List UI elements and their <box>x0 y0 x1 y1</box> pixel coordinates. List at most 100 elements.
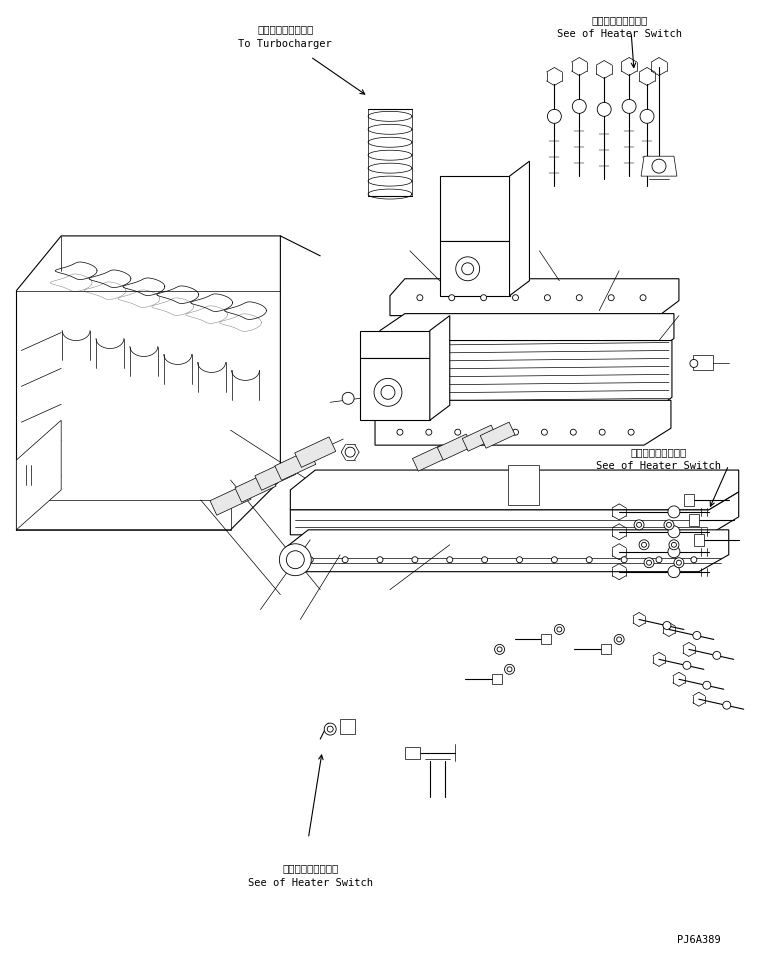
Circle shape <box>280 544 311 576</box>
Polygon shape <box>641 156 677 176</box>
Polygon shape <box>694 533 704 546</box>
Circle shape <box>576 294 582 301</box>
Polygon shape <box>375 401 671 445</box>
Circle shape <box>668 526 680 538</box>
Circle shape <box>344 723 350 729</box>
Circle shape <box>666 523 672 528</box>
Circle shape <box>552 557 558 562</box>
Circle shape <box>426 429 432 436</box>
Circle shape <box>690 359 698 368</box>
Circle shape <box>599 429 605 436</box>
Polygon shape <box>405 747 420 759</box>
Text: See of Heater Switch: See of Heater Switch <box>597 461 721 471</box>
Circle shape <box>397 429 403 436</box>
Circle shape <box>656 557 662 562</box>
Circle shape <box>447 557 453 562</box>
Circle shape <box>668 546 680 558</box>
Polygon shape <box>542 634 552 645</box>
Circle shape <box>617 637 622 642</box>
Circle shape <box>640 294 646 301</box>
Polygon shape <box>462 425 497 451</box>
Circle shape <box>652 159 666 173</box>
Polygon shape <box>510 162 529 295</box>
Polygon shape <box>360 330 430 358</box>
Circle shape <box>374 378 402 407</box>
Circle shape <box>345 447 355 457</box>
Circle shape <box>608 294 614 301</box>
Circle shape <box>668 506 680 518</box>
Text: To Turbocharger: To Turbocharger <box>238 39 332 48</box>
Circle shape <box>586 557 592 562</box>
Polygon shape <box>378 341 672 415</box>
Circle shape <box>516 557 523 562</box>
Polygon shape <box>413 445 447 471</box>
Circle shape <box>484 429 490 436</box>
Text: ターボチャージャヘ: ターボチャージャヘ <box>257 24 313 35</box>
Polygon shape <box>340 719 355 734</box>
Polygon shape <box>235 471 276 502</box>
Circle shape <box>342 557 348 562</box>
Circle shape <box>676 560 681 565</box>
Polygon shape <box>390 279 679 316</box>
Polygon shape <box>481 422 515 448</box>
Circle shape <box>456 257 480 281</box>
Polygon shape <box>255 460 296 490</box>
Polygon shape <box>290 470 739 510</box>
Circle shape <box>639 540 649 550</box>
Polygon shape <box>689 514 699 526</box>
Circle shape <box>342 392 354 405</box>
Polygon shape <box>440 241 510 295</box>
Circle shape <box>377 557 383 562</box>
Polygon shape <box>601 645 611 654</box>
Circle shape <box>672 542 676 547</box>
Text: ヒータスイッチ参照: ヒータスイッチ参照 <box>282 863 338 873</box>
Circle shape <box>570 429 576 436</box>
Circle shape <box>381 385 395 400</box>
Circle shape <box>640 109 654 123</box>
Circle shape <box>286 551 304 568</box>
Polygon shape <box>507 465 539 505</box>
Circle shape <box>723 701 730 710</box>
Text: See of Heater Switch: See of Heater Switch <box>557 29 681 39</box>
Circle shape <box>481 294 487 301</box>
Circle shape <box>557 627 562 632</box>
Circle shape <box>683 661 691 669</box>
Polygon shape <box>440 176 510 241</box>
Polygon shape <box>491 675 501 684</box>
Circle shape <box>504 664 514 675</box>
Polygon shape <box>285 529 729 572</box>
Polygon shape <box>693 355 713 371</box>
Polygon shape <box>210 485 251 515</box>
Circle shape <box>693 631 701 640</box>
Polygon shape <box>437 434 472 460</box>
Circle shape <box>547 109 562 123</box>
Circle shape <box>481 557 487 562</box>
Circle shape <box>494 645 504 654</box>
Polygon shape <box>290 492 739 534</box>
Circle shape <box>327 726 333 732</box>
Polygon shape <box>430 316 450 420</box>
Polygon shape <box>684 494 694 506</box>
Polygon shape <box>295 437 335 468</box>
Circle shape <box>669 540 679 550</box>
Circle shape <box>555 624 565 634</box>
Circle shape <box>507 667 512 672</box>
Circle shape <box>513 294 519 301</box>
Circle shape <box>412 557 418 562</box>
Circle shape <box>572 100 586 113</box>
Text: ヒータスイッチ参照: ヒータスイッチ参照 <box>591 15 647 25</box>
Polygon shape <box>380 314 674 355</box>
Circle shape <box>448 294 455 301</box>
Circle shape <box>622 100 636 113</box>
Circle shape <box>621 557 627 562</box>
Circle shape <box>513 429 519 436</box>
Polygon shape <box>275 450 316 480</box>
Circle shape <box>461 262 474 275</box>
Text: See of Heater Switch: See of Heater Switch <box>248 878 373 888</box>
Circle shape <box>628 429 634 436</box>
Circle shape <box>668 565 680 578</box>
Text: PJ6A389: PJ6A389 <box>677 935 720 946</box>
Polygon shape <box>360 358 430 420</box>
Circle shape <box>545 294 550 301</box>
Circle shape <box>691 557 697 562</box>
